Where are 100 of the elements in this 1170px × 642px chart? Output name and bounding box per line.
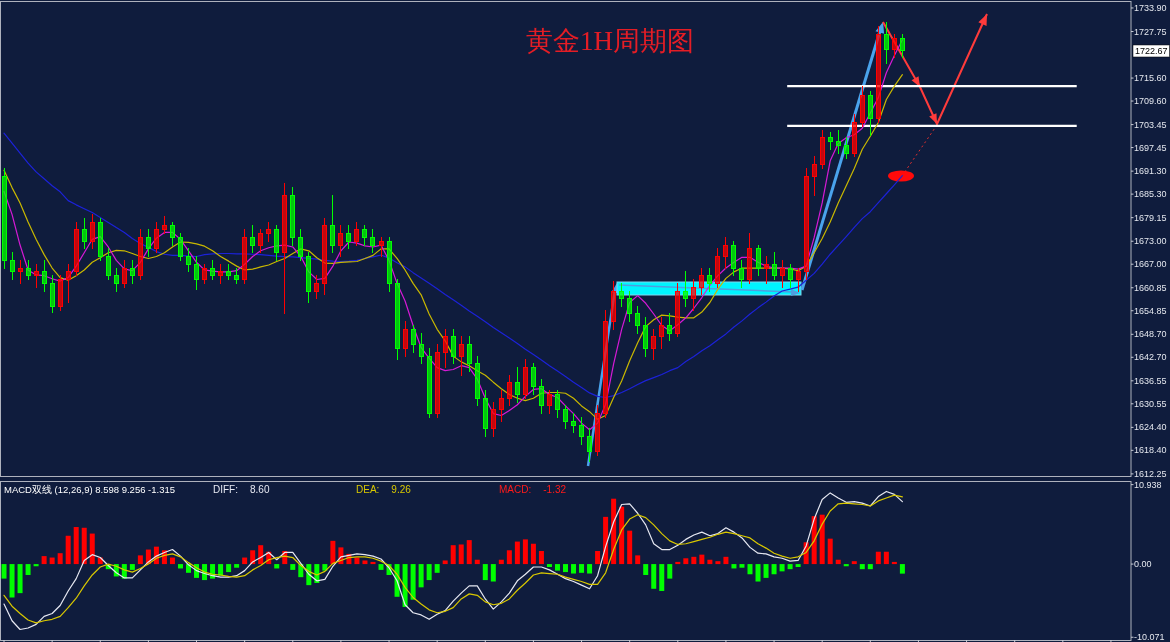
bar <box>787 564 793 570</box>
candlestick <box>523 359 528 399</box>
candlestick <box>491 401 496 438</box>
y-tick-label: 1642.70 <box>1134 352 1167 363</box>
candlestick <box>202 263 207 284</box>
bar <box>25 564 31 575</box>
bar <box>474 559 480 565</box>
candlestick <box>539 378 544 415</box>
bar <box>466 540 472 565</box>
candlestick <box>98 217 103 261</box>
bar <box>370 561 376 565</box>
y-tick-label: 1618.40 <box>1134 445 1167 456</box>
bar <box>410 564 416 600</box>
bar <box>129 564 135 570</box>
bar <box>755 564 761 582</box>
bar <box>354 557 360 565</box>
candlestick <box>619 282 624 307</box>
bar <box>651 564 657 589</box>
bar <box>675 561 681 565</box>
bar <box>57 553 63 565</box>
candlestick <box>2 167 7 269</box>
candlestick <box>419 332 424 365</box>
candlestick <box>451 328 456 365</box>
bar <box>330 540 336 565</box>
candlestick <box>18 259 23 284</box>
candlestick <box>587 428 592 462</box>
candlestick <box>900 33 905 58</box>
candlestick <box>659 317 664 349</box>
bar <box>819 514 825 565</box>
y-tick-label: -10.071 <box>1134 632 1165 642</box>
candlestick <box>531 363 536 395</box>
candlestick <box>579 416 584 445</box>
bar <box>843 564 849 567</box>
candlestick <box>242 229 247 284</box>
bar <box>81 527 87 565</box>
bar <box>554 564 560 571</box>
bar <box>827 538 833 565</box>
bar <box>65 535 71 565</box>
candlestick <box>50 275 55 313</box>
candlestick <box>258 229 263 254</box>
candlestick <box>820 129 825 169</box>
candlestick <box>788 263 793 288</box>
bar <box>226 564 232 573</box>
bar <box>659 564 665 591</box>
candlestick <box>603 309 608 418</box>
candlestick <box>146 229 151 258</box>
bar <box>274 564 280 569</box>
candlestick <box>804 167 809 281</box>
candlestick <box>226 263 231 281</box>
candlestick <box>34 263 39 288</box>
bar <box>779 564 785 572</box>
text: DEA: <box>356 483 380 495</box>
candlestick <box>186 248 191 273</box>
y-tick-label: 1612.25 <box>1134 468 1167 479</box>
candlestick <box>571 413 576 434</box>
bar <box>378 564 384 570</box>
bar <box>891 561 897 565</box>
candlestick <box>483 390 488 438</box>
bar <box>514 541 520 565</box>
candlestick <box>395 279 400 361</box>
bar <box>322 564 328 571</box>
y-tick-label: 1667.00 <box>1134 259 1167 270</box>
candlestick <box>844 137 849 160</box>
candlestick <box>563 405 568 430</box>
candlestick <box>234 267 239 284</box>
candlestick <box>122 259 127 288</box>
bar <box>603 516 609 565</box>
y-tick-label: 1673.00 <box>1134 236 1167 247</box>
bar <box>683 558 689 565</box>
candlestick <box>812 156 817 196</box>
bar <box>9 564 15 598</box>
bar <box>169 557 175 565</box>
candlestick <box>82 217 87 250</box>
candlestick <box>138 229 143 281</box>
candlestick <box>699 267 704 296</box>
candlestick <box>314 275 319 300</box>
candlestick <box>868 91 873 137</box>
annotation: 8.60 <box>250 483 270 495</box>
y-tick-label: 1703.45 <box>1134 119 1167 130</box>
bar <box>859 564 865 570</box>
candlestick <box>338 225 343 258</box>
candlestick <box>443 328 448 369</box>
bar <box>667 564 673 579</box>
candlestick <box>651 328 656 361</box>
candlestick <box>683 271 688 307</box>
candlestick <box>387 236 392 292</box>
candlestick <box>379 236 384 258</box>
candlestick <box>707 267 712 292</box>
candlestick <box>667 313 672 342</box>
candlestick <box>178 233 183 261</box>
candlestick <box>715 248 720 288</box>
candlestick <box>435 344 440 418</box>
candlestick <box>884 22 889 64</box>
bar <box>530 543 536 565</box>
candlestick <box>772 252 777 281</box>
bar <box>137 555 143 565</box>
bar <box>490 564 496 582</box>
candlestick <box>354 221 359 246</box>
y-tick-label: 0.00 <box>1134 559 1152 570</box>
bar <box>635 555 641 565</box>
